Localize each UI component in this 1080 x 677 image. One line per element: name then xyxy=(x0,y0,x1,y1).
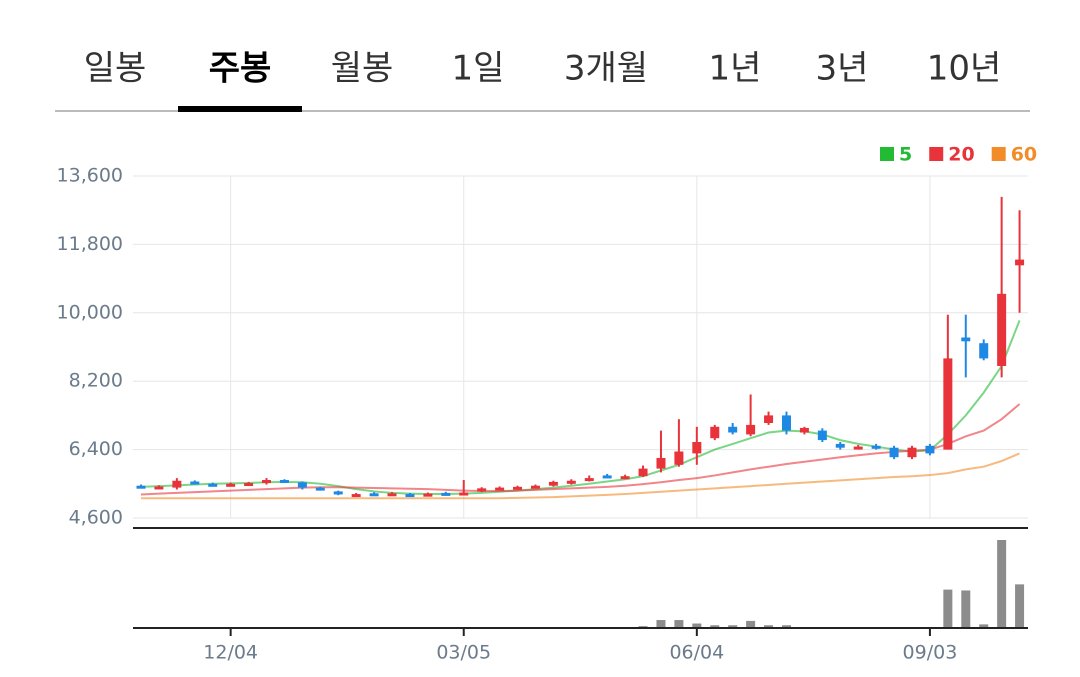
candle-body xyxy=(405,494,415,498)
candle-body xyxy=(674,451,684,465)
candle-body xyxy=(172,480,182,488)
x-tick-label: 03/05 xyxy=(436,642,491,664)
volume-bar xyxy=(710,625,720,627)
candle-body xyxy=(566,480,576,484)
y-tick-label: 10,000 xyxy=(57,301,123,323)
candle-body xyxy=(853,446,863,450)
candle-body xyxy=(764,415,774,423)
x-tick-label: 09/03 xyxy=(903,642,958,664)
volume-bar xyxy=(943,589,953,627)
tab[interactable]: 월봉 xyxy=(331,49,394,89)
candle-body xyxy=(154,486,164,490)
candle-body xyxy=(297,482,307,488)
tab[interactable]: 3개월 xyxy=(564,49,648,89)
volume-bar xyxy=(979,624,989,627)
legend-label: 20 xyxy=(948,144,974,166)
candle-body xyxy=(602,475,612,479)
legend-label: 5 xyxy=(899,144,912,166)
candle-body xyxy=(943,358,953,450)
candle-body xyxy=(889,447,899,458)
candle-body xyxy=(656,457,666,469)
candle-body xyxy=(459,492,469,496)
volume-bar xyxy=(746,620,756,627)
candle-body xyxy=(871,445,881,449)
candle-body xyxy=(799,427,809,433)
candle-body xyxy=(315,487,325,491)
legend-swatch xyxy=(929,147,944,161)
volume-bar xyxy=(781,625,791,627)
candle-body xyxy=(746,424,756,435)
candle-body xyxy=(584,478,594,482)
ma-line xyxy=(141,452,1020,500)
volume-bar xyxy=(728,625,738,627)
y-tick-label: 4,600 xyxy=(69,507,123,529)
candle-body xyxy=(781,415,791,431)
candle-body xyxy=(495,487,505,491)
tab[interactable]: 주봉 xyxy=(209,49,272,89)
x-tick-label: 12/04 xyxy=(203,642,258,664)
candle-body xyxy=(961,337,971,342)
candle-body xyxy=(226,483,236,487)
candle-body xyxy=(692,442,702,454)
candle-body xyxy=(477,488,487,492)
candle-body xyxy=(530,485,540,489)
volume-bar xyxy=(638,626,648,627)
candle-body xyxy=(351,494,361,498)
candle-body xyxy=(208,483,218,487)
ma-line xyxy=(140,403,1021,496)
candle-body xyxy=(423,493,433,497)
candle-body xyxy=(262,480,272,484)
candle-body xyxy=(620,476,630,480)
candle-body xyxy=(333,491,343,495)
volume-bar xyxy=(997,540,1007,627)
tab[interactable]: 10년 xyxy=(927,49,1002,89)
legend-swatch xyxy=(991,147,1006,161)
volume-bar xyxy=(1015,584,1025,627)
tab[interactable]: 1년 xyxy=(709,49,762,89)
tab[interactable]: 3년 xyxy=(816,49,869,89)
candle-body xyxy=(513,486,523,490)
candle-body xyxy=(548,481,558,486)
candle-body xyxy=(979,343,989,359)
tab[interactable]: 일봉 xyxy=(84,49,147,89)
candle-body xyxy=(835,443,845,448)
candle-body xyxy=(817,430,827,441)
candle-body xyxy=(728,426,738,433)
volume-bar xyxy=(674,620,684,627)
candle-body xyxy=(907,447,917,458)
x-tick-label: 06/04 xyxy=(669,642,724,664)
y-tick-label: 13,600 xyxy=(57,165,123,187)
candle-body xyxy=(638,468,648,477)
legend-swatch xyxy=(880,147,894,161)
candle-body xyxy=(1015,259,1025,266)
candle-body xyxy=(244,483,254,487)
volume-bar xyxy=(764,625,774,627)
legend-label: 60 xyxy=(1011,144,1037,166)
candle-body xyxy=(190,481,200,485)
y-tick-label: 6,400 xyxy=(69,438,123,460)
candle-body xyxy=(387,493,397,497)
y-tick-label: 8,200 xyxy=(69,370,123,392)
candle-body xyxy=(925,445,935,454)
candle-body xyxy=(441,492,451,496)
tab-underline xyxy=(178,106,302,112)
volume-bar xyxy=(692,623,702,627)
candle-body xyxy=(136,485,146,489)
volume-bar xyxy=(656,620,666,627)
ma-line xyxy=(140,320,1021,496)
volume-bar xyxy=(961,590,971,627)
candle-body xyxy=(279,480,289,483)
candle-body xyxy=(997,293,1007,366)
candle-body xyxy=(369,493,379,497)
tab[interactable]: 1일 xyxy=(452,49,505,89)
candle-body xyxy=(710,426,720,439)
y-tick-label: 11,800 xyxy=(57,233,123,255)
